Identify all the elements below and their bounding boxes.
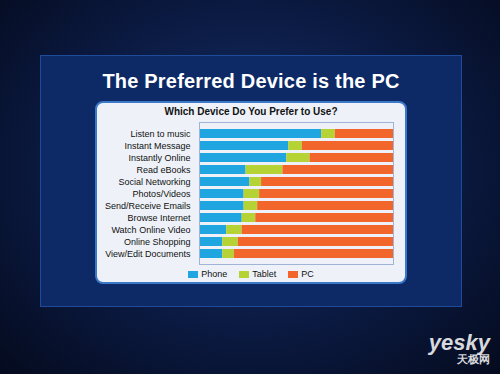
html-text:天极网: 天极网 <box>457 353 490 366</box>
html-text:Phone: Phone <box>201 269 228 279</box>
svg-text:Instantly Online: Instantly Online <box>128 153 190 163</box>
html-text:The Preferred Device is the PC: The Preferred Device is the PC <box>102 70 400 92</box>
svg-text:Instant Message: Instant Message <box>124 141 190 151</box>
html-text:yesky: yesky <box>428 330 490 356</box>
svg-text:View/Edit Documents: View/Edit Documents <box>105 249 191 259</box>
svg-text:Read eBooks: Read eBooks <box>136 165 191 175</box>
html-text:Which Device Do You Prefer to: Which Device Do You Prefer to Use? <box>164 106 338 117</box>
svg-text:Photos/Videos: Photos/Videos <box>133 189 191 199</box>
html-text:PC: PC <box>301 269 314 279</box>
svg-text:Browse Internet: Browse Internet <box>127 213 191 223</box>
svg-text:Social Networking: Social Networking <box>118 177 190 187</box>
svg-text:Send/Receive Emails: Send/Receive Emails <box>105 201 191 211</box>
svg-text:Online Shopping: Online Shopping <box>124 237 191 247</box>
html-text:Tablet: Tablet <box>252 269 277 279</box>
svg-text:Listen to music: Listen to music <box>130 129 191 139</box>
svg-text:Watch Online Video: Watch Online Video <box>111 225 190 235</box>
